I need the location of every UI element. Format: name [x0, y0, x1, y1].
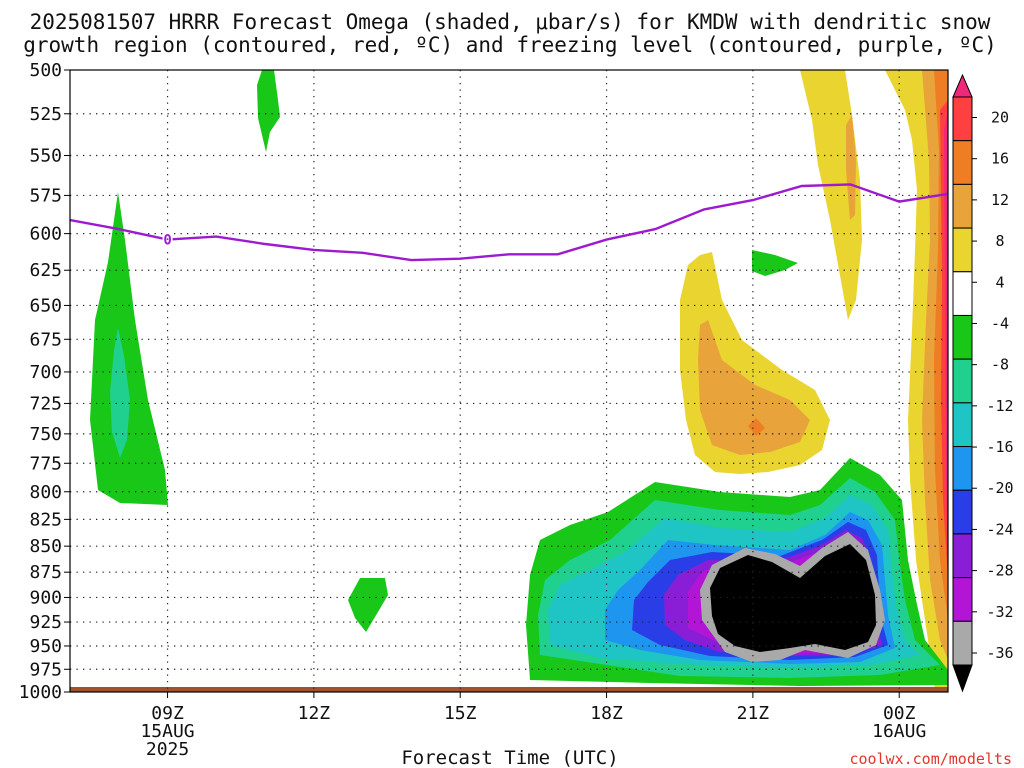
pressure-tick-label: 500: [29, 60, 62, 81]
time-tick-label: 2025: [146, 739, 189, 760]
omega-band-neg4-to-neg8: [348, 578, 388, 632]
credit-text: coolwx.com/modelts: [849, 750, 1012, 768]
ground-surface-strip: [70, 687, 948, 692]
omega-band-8-to-12: [698, 320, 810, 455]
colorbar-tick-label: -36: [986, 644, 1013, 662]
freezing-level-contour: [70, 183, 948, 262]
pressure-tick-label: 825: [29, 509, 62, 530]
omega-band-neg4-to-neg8: [257, 70, 280, 152]
chart-title-line-2: growth region (contoured, red, ºC) and f…: [23, 33, 997, 57]
freezing-level-contour-label: 0: [163, 233, 171, 249]
colorbar-swatch: [952, 577, 973, 622]
time-tick-label: 15AUG: [140, 721, 194, 742]
colorbar-bottom-arrow: [952, 664, 973, 693]
colorbar-tick-label: 16: [991, 150, 1009, 168]
colorbar-tick-label: -12: [986, 397, 1013, 415]
pressure-tick-label: 1000: [19, 682, 62, 703]
pressure-tick-label: 925: [29, 612, 62, 633]
colorbar-swatch: [952, 620, 973, 666]
chart-title-line-1: 2025081507 HRRR Forecast Omega (shaded, …: [30, 10, 991, 34]
colorbar-swatch: [952, 183, 973, 229]
pressure-tick-label: 650: [29, 295, 62, 316]
pressure-tick-label: 800: [29, 482, 62, 503]
omega-band-12-to-16: [748, 418, 765, 436]
pressure-tick-label: 850: [29, 536, 62, 557]
pressure-tick-label: 950: [29, 636, 62, 657]
omega-band-8-to-12: [846, 115, 856, 220]
pressure-tick-label: 750: [29, 424, 62, 445]
colorbar-top-arrow: [952, 73, 973, 98]
omega-band-lt-neg36: [710, 544, 876, 652]
colorbar-tick-label: 20: [991, 109, 1009, 127]
pressure-tick-label: 725: [29, 393, 62, 414]
time-tick-label: 00Z: [883, 703, 916, 724]
colorbar-swatch: [952, 358, 973, 404]
colorbar-tick-label: -8: [991, 356, 1009, 374]
pressure-tick-label: 900: [29, 587, 62, 608]
time-tick-label: 15Z: [444, 703, 477, 724]
colorbar-tick-label: -4: [991, 314, 1009, 332]
colorbar-tick-label: -32: [986, 603, 1013, 621]
omega-band-gt-20: [944, 110, 948, 560]
plot-area: 0: [70, 70, 948, 692]
pressure-tick-label: 575: [29, 185, 62, 206]
colorbar-tick-label: 12: [991, 191, 1009, 209]
pressure-tick-label: 975: [29, 659, 62, 680]
plot-frame: [69, 69, 949, 693]
pressure-tick-label: 700: [29, 362, 62, 383]
pressure-tick-label: 600: [29, 224, 62, 245]
colorbar-swatch: [952, 533, 973, 579]
pressure-tick-label: 550: [29, 146, 62, 167]
pressure-tick-label: 625: [29, 260, 62, 281]
colorbar-tick-label: -20: [986, 479, 1013, 497]
colorbar-tick-label: -28: [986, 562, 1013, 580]
omega-band-neg4-to-neg8: [752, 250, 798, 276]
omega-shading: [70, 70, 948, 692]
colorbar-swatch: [952, 271, 973, 316]
colorbar-swatch: [952, 96, 973, 142]
colorbar-swatch: [952, 314, 973, 360]
pressure-axis: 500 525 550 575 600 625 650 675 700 725 750 775 800 8…: [19, 60, 70, 703]
omega-band-neg8-to-neg12: [110, 328, 130, 458]
colorbar-swatch: [952, 402, 973, 448]
time-tick-label: 16AUG: [872, 721, 926, 742]
colorbar-tick-label: 8: [995, 232, 1004, 250]
colorbar-swatch: [952, 446, 973, 491]
colorbar-swatch: [952, 489, 973, 535]
colorbar-swatch: [952, 227, 973, 273]
pressure-tick-label: 675: [29, 329, 62, 350]
colorbar-tick-label: -16: [986, 438, 1013, 456]
omega-colorbar: 20 16 12 8 4 -4 -8 -12 -16 -20 -24 -28 -32 -36: [952, 73, 1014, 693]
time-tick-label: 18Z: [590, 703, 623, 724]
pressure-tick-label: 875: [29, 562, 62, 583]
colorbar-tick-label: 4: [995, 273, 1004, 291]
pressure-tick-label: 775: [29, 453, 62, 474]
time-tick-label: 21Z: [737, 703, 770, 724]
freezing-level-label-background: [162, 231, 173, 248]
colorbar-tick-label: -24: [986, 520, 1013, 538]
time-tick-label: 12Z: [298, 703, 331, 724]
omega-band-4-to-8: [730, 70, 948, 690]
colorbar-swatch: [952, 140, 973, 185]
pressure-tick-label: 525: [29, 104, 62, 125]
time-tick-label: 09Z: [151, 703, 184, 724]
x-axis-label: Forecast Time (UTC): [401, 747, 618, 768]
